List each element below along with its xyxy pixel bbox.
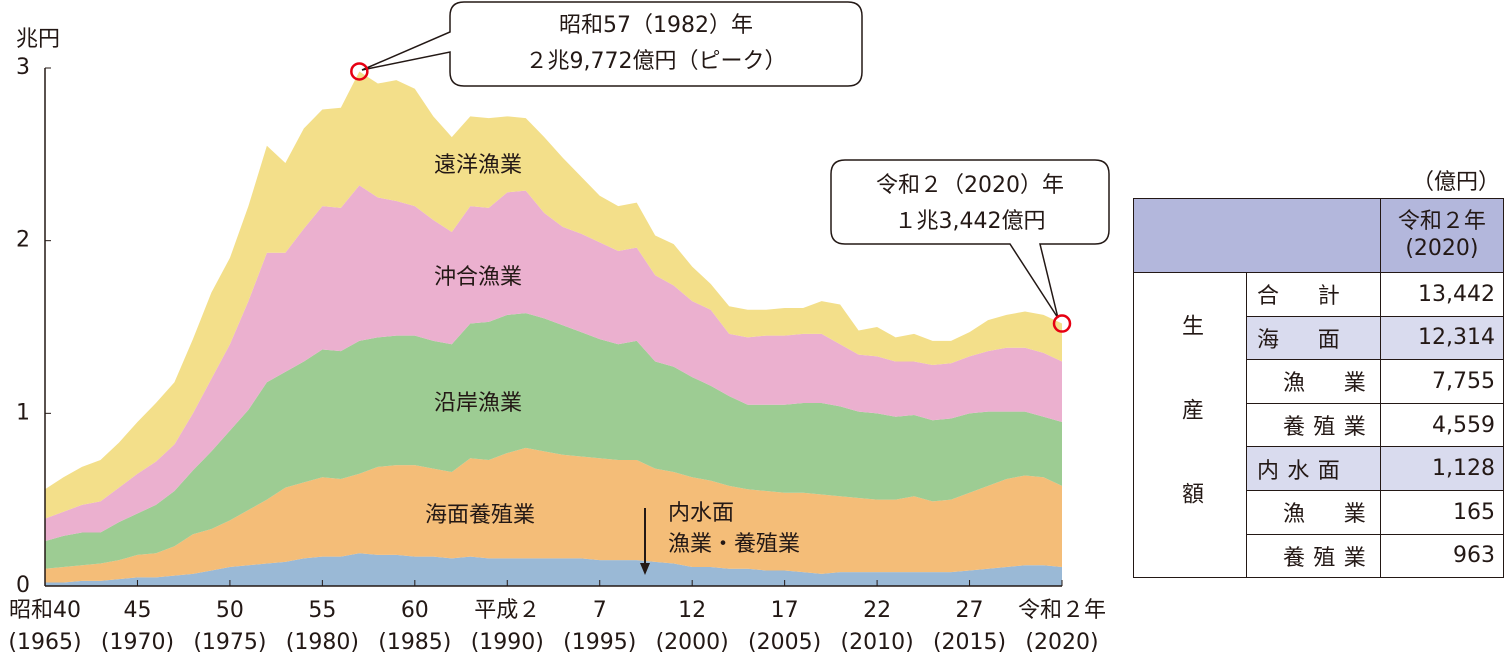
highlight-point [1052,314,1072,333]
x-tick-label: 22 [863,598,891,623]
x-tick-label: (1975) [193,630,266,655]
y-unit: 兆円 [16,27,60,52]
y-tick-label: 1 [16,400,30,425]
x-tick-label: (1965) [8,630,81,655]
callout-box [361,1,863,87]
y-tick-label: 0 [16,573,30,598]
x-tick-label: 昭和40 [9,598,81,623]
highlight-point [350,62,369,81]
x-tick-label: 令和２年 [1018,598,1106,623]
table-row: 海面 12,314 [1134,315,1504,361]
x-tick-label: (1990) [471,630,544,655]
area [45,447,1062,583]
callout-text: 令和２（2020）年 [876,173,1064,198]
row-label: 養殖業 [1246,533,1381,579]
row-label: 内水面 [1246,446,1381,491]
row-label: 合計 [1246,272,1381,317]
arrow-head [640,563,650,575]
table-row: 内水面 1,128 [1134,446,1504,491]
callout-text: １兆3,442億円 [895,209,1046,234]
x-tick-label: (2015) [933,630,1006,655]
y-tick-label: 3 [16,55,30,80]
x-tick-label: 27 [956,598,984,623]
x-tick-label: (1985) [378,630,451,655]
series-label: 海面養殖業 [425,503,535,528]
callout-text: 昭和57（1982）年 [559,13,753,38]
row-label: 漁業 [1246,489,1381,535]
table: 令和２年 (2020) 生産額 合計 13,442 海面 12,314 漁業 7,755 養殖業 4… [1133,198,1504,579]
areas [45,71,1062,586]
x-tick-label: 12 [678,598,706,623]
x-tick-label: 60 [401,598,429,623]
row-value: 12,314 [1379,315,1504,361]
x-tick-label: 45 [123,598,151,623]
row-value: 1,128 [1379,446,1504,491]
area [45,553,1062,586]
table-row: 生産額 合計 13,442 [1133,271,1504,579]
row-label: 養殖業 [1246,402,1381,448]
header-line: 令和２年 [1397,209,1486,235]
callout-box [830,159,1110,319]
area [45,71,1062,519]
header-line: (2020) [1405,235,1479,261]
column-header: 令和２年 (2020) [1379,198,1504,273]
series-label: 漁業・養殖業 [668,532,800,557]
series-label: 遠洋漁業 [434,153,522,178]
callout-text: ２兆9,772億円（ピーク） [526,49,787,74]
x-tick-label: (2005) [748,630,821,655]
x-tick-label: 55 [308,598,336,623]
x-tick-label: (1970) [101,630,174,655]
table-row: 令和２年 (2020) [1133,198,1504,273]
series-label: 沿岸漁業 [434,391,522,416]
x-tick-label: 7 [593,598,607,623]
y-tick-label: 2 [16,228,30,253]
header-blank [1133,198,1381,273]
series-label: 沖合漁業 [434,265,522,290]
area [45,313,1062,569]
row-label: 海面 [1246,315,1381,361]
table-unit: （億円） [1411,170,1500,195]
series-label: 内水面 [668,501,734,526]
group-label: 生産額 [1133,271,1247,579]
x-tick-label: (1995) [563,630,636,655]
x-tick-label: (1980) [286,630,359,655]
x-tick-label: 平成２ [474,598,540,623]
area [45,185,1062,542]
row-value: 963 [1379,533,1504,579]
x-tick-label: (2020) [1025,630,1098,655]
x-tick-label: 50 [216,598,244,623]
row-value: 165 [1379,489,1504,535]
x-tick-label: (2010) [841,630,914,655]
x-tick-label: (2000) [656,630,729,655]
x-tick-label: 17 [771,598,799,623]
table-row: 養殖業 963 [1134,533,1504,579]
row-value: 4,559 [1379,402,1504,448]
row-value: 7,755 [1379,359,1504,404]
row-label: 漁業 [1246,359,1381,404]
row-value: 13,442 [1379,272,1504,317]
